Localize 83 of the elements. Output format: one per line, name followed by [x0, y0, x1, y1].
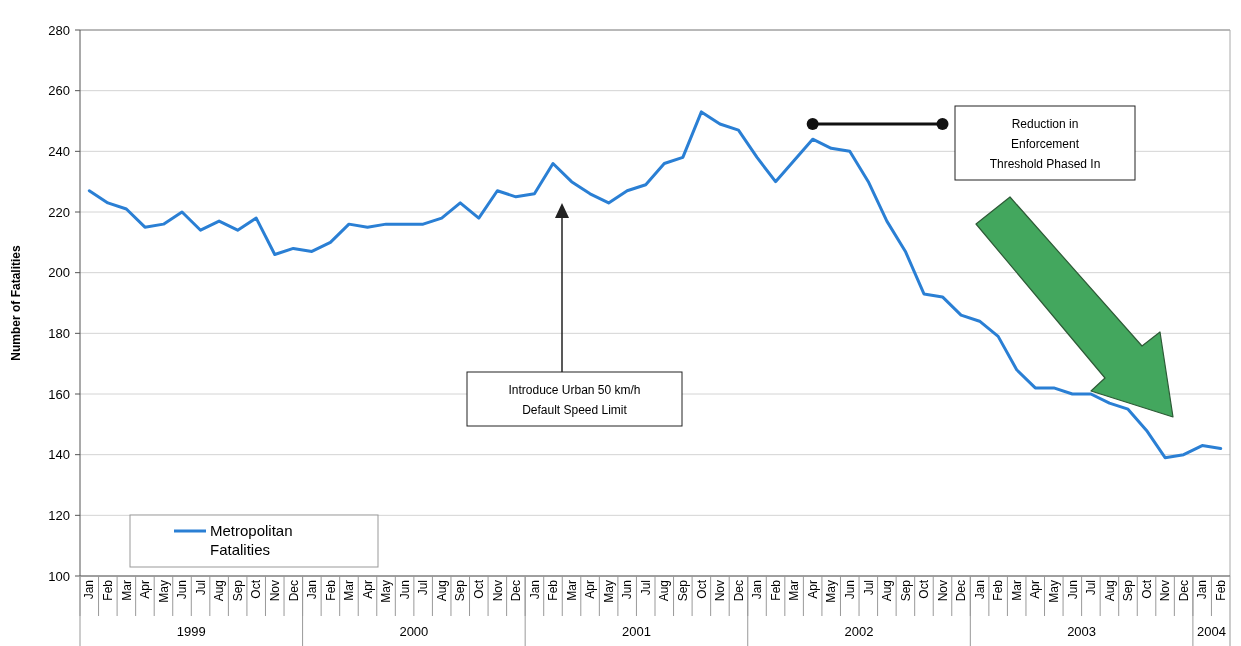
- y-tick-label: 100: [48, 568, 70, 584]
- x-tick-label: Feb: [768, 579, 783, 601]
- y-tick-label: 220: [48, 204, 70, 220]
- x-tick-label: Sep: [898, 579, 913, 602]
- x-tick-label: Apr: [138, 580, 153, 599]
- x-tick-label: Jul: [416, 580, 431, 596]
- y-tick-label: 120: [48, 507, 70, 523]
- x-tick-label: Mar: [1009, 580, 1024, 601]
- x-tick-label: Jul: [1084, 580, 1099, 596]
- x-tick-label: May: [1046, 580, 1061, 603]
- x-tick-label: May: [601, 580, 616, 603]
- x-tick-label: May: [379, 580, 394, 603]
- x-tick-label: Dec: [509, 580, 524, 602]
- x-tick-label: Dec: [731, 580, 746, 602]
- x-tick-label: Sep: [676, 579, 691, 602]
- y-tick-label: 160: [48, 386, 70, 402]
- x-tick-label: Nov: [1158, 580, 1173, 602]
- y-axis-title: Number of Fatalities: [9, 245, 23, 361]
- x-tick-label: Jun: [1065, 580, 1080, 600]
- text: 2001: [621, 624, 651, 639]
- legend-label: Metropolitan Fatalities: [210, 522, 293, 558]
- x-tick-label: Jul: [193, 580, 208, 596]
- x-tick-label: Feb: [546, 579, 561, 601]
- x-tick-label: Mar: [564, 580, 579, 601]
- x-tick-label: Dec: [954, 580, 969, 602]
- x-tick-label: Mar: [787, 580, 802, 601]
- x-tick-label: Aug: [212, 580, 227, 602]
- annotation: Introduce Urban 50 km/h Default Speed Limit: [508, 383, 641, 417]
- x-tick-label: Nov: [713, 580, 728, 602]
- y-tick-label: 240: [48, 143, 70, 159]
- y-tick-label: 260: [48, 83, 70, 99]
- text: 2002: [844, 624, 874, 639]
- x-tick-label: Feb: [1213, 579, 1228, 601]
- x-tick-label: Jan: [972, 580, 987, 600]
- x-tick-label: Sep: [230, 579, 245, 602]
- x-tick-label: Oct: [471, 579, 486, 599]
- x-tick-label: Dec: [286, 580, 301, 602]
- x-tick-label: Aug: [434, 580, 449, 602]
- x-tick-label: Jul: [861, 580, 876, 596]
- x-tick-label: Nov: [490, 580, 505, 602]
- x-tick-label: Jun: [842, 580, 857, 600]
- y-tick-label: 140: [48, 447, 70, 463]
- text: 2003: [1067, 624, 1097, 639]
- x-tick-label: Aug: [657, 580, 672, 602]
- x-tick-label: Oct: [694, 579, 709, 599]
- line-series: [87, 110, 1223, 460]
- x-tick-label: Jan: [305, 580, 320, 600]
- x-tick-label: Jan: [527, 580, 542, 600]
- x-tick-label: Apr: [583, 580, 598, 599]
- x-tick-label: Feb: [101, 579, 116, 601]
- x-tick-label: Oct: [249, 579, 264, 599]
- text: 1999: [176, 624, 206, 639]
- text: 2004: [1196, 624, 1226, 639]
- x-tick-label: Jun: [397, 580, 412, 600]
- x-tick-label: Sep: [453, 579, 468, 602]
- x-tick-label: Jan: [1195, 580, 1210, 600]
- text: 2000: [399, 624, 429, 639]
- x-tick-label: Jan: [750, 580, 765, 600]
- x-tick-label: Feb: [991, 579, 1006, 601]
- x-tick-label: Aug: [880, 580, 895, 602]
- y-tick-label: 280: [48, 22, 70, 38]
- x-tick-label: May: [156, 580, 171, 603]
- x-tick-label: Oct: [1139, 579, 1154, 599]
- x-tick-label: Oct: [917, 579, 932, 599]
- y-tick-label: 200: [48, 265, 70, 281]
- x-tick-label: Mar: [342, 580, 357, 601]
- annotation: Reduction in Enforcement Threshold Phased In: [989, 117, 1101, 171]
- x-tick-label: Jul: [638, 580, 653, 596]
- x-tick-label: Apr: [1028, 580, 1043, 599]
- y-tick-label: 180: [48, 325, 70, 341]
- x-tick-label: Nov: [267, 580, 282, 602]
- x-tick-label: Mar: [119, 580, 134, 601]
- x-tick-label: Jun: [620, 580, 635, 600]
- x-tick-label: Sep: [1121, 579, 1136, 602]
- x-tick-label: Jun: [175, 580, 190, 600]
- x-tick-label: Nov: [935, 580, 950, 602]
- x-tick-label: Apr: [360, 580, 375, 599]
- x-tick-label: Jan: [82, 580, 97, 600]
- x-tick-label: Apr: [805, 580, 820, 599]
- x-tick-label: Feb: [323, 579, 338, 601]
- x-tick-label: Aug: [1102, 580, 1117, 602]
- x-tick-label: Dec: [1176, 580, 1191, 602]
- x-tick-label: May: [824, 580, 839, 603]
